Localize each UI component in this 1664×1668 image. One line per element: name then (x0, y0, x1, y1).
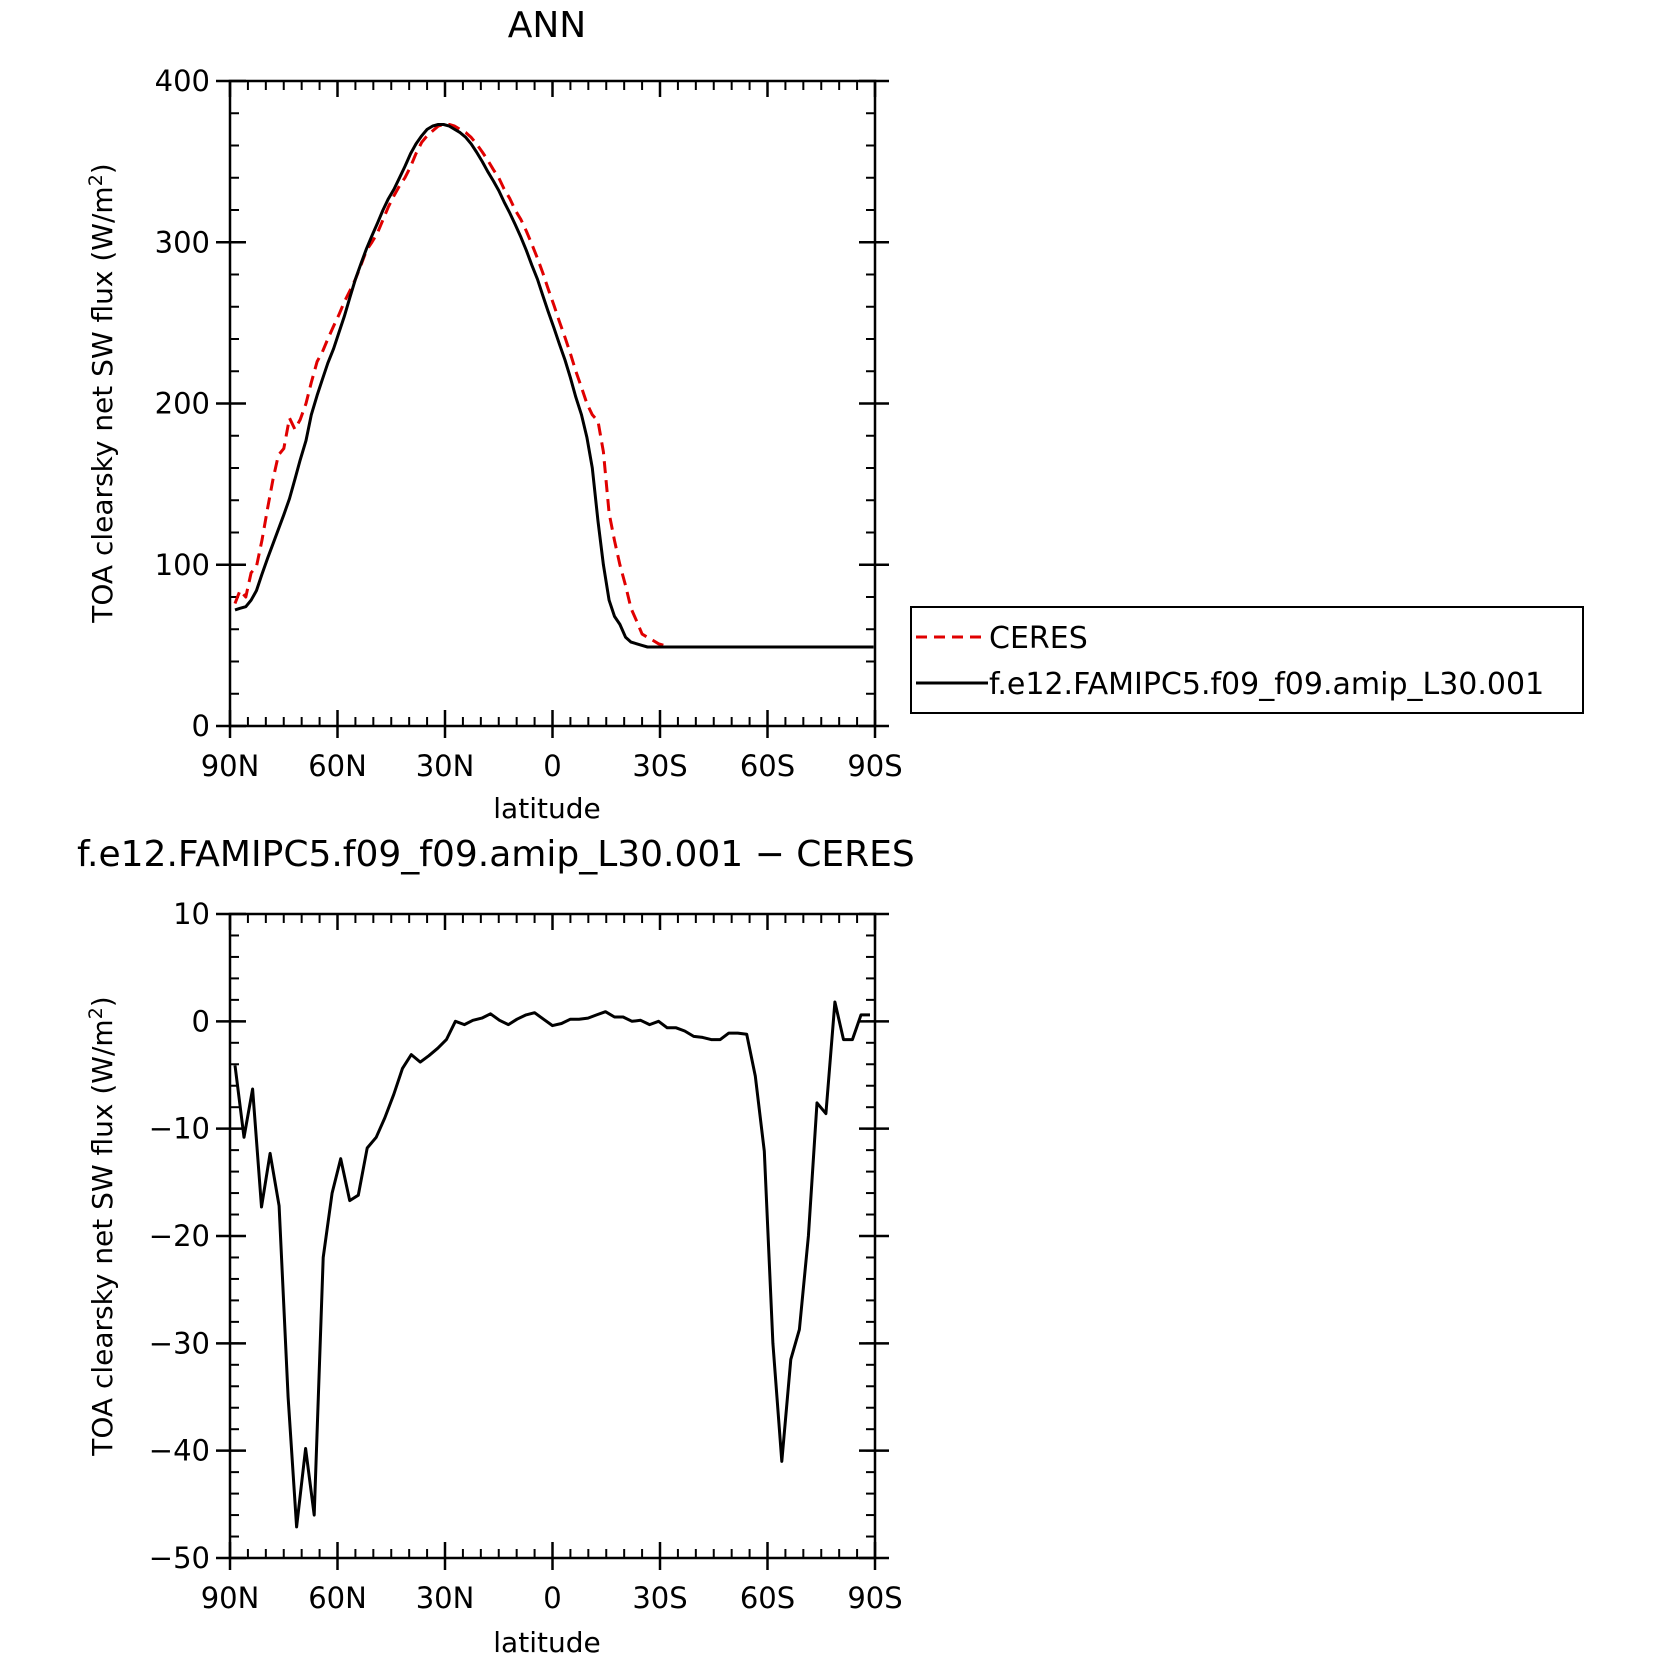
legend: CERES f.e12.FAMIPC5.f09_f09.amip_L30.001 (910, 606, 1584, 714)
panel1-x-tick-label: 60N (308, 749, 367, 783)
panel2-y-axis-label-close: ) (86, 996, 119, 1007)
panel2-y-tick-label: −40 (149, 1434, 210, 1468)
panel-annual-mean: ANN 90N 60N 30N 0 30S 60S 90S 0 100 200 300 400 lat… (85, 5, 1584, 825)
panel1-y-tick-label: 200 (155, 387, 210, 421)
panel2-y-tick-label: −50 (149, 1541, 210, 1575)
panel1-title: ANN (508, 5, 587, 46)
panel-difference: f.e12.FAMIPC5.f09_f09.amip_L30.001 − CER… (77, 834, 915, 1659)
panel2-x-tick-label: 0 (543, 1581, 561, 1615)
panel2-x-tick-label: 90S (847, 1581, 902, 1615)
legend-entry-model: f.e12.FAMIPC5.f09_f09.amip_L30.001 (989, 667, 1544, 702)
panel2-y-axis-label: TOA clearsky net SW flux (W/m2) (85, 996, 119, 1456)
panel1-y-axis-label-close: ) (86, 163, 119, 174)
panel1-x-tick-label: 90N (201, 749, 260, 783)
panel2-x-tick-label: 30N (416, 1581, 475, 1615)
legend-box (910, 606, 1584, 714)
panel1-y-axis-label: TOA clearsky net SW flux (W/m2) (85, 163, 119, 623)
panel2-y-tick-label: −30 (149, 1326, 210, 1360)
panel2-y-axis-label-main: TOA clearsky net SW flux (W/m (86, 1019, 119, 1456)
panel2-axes: 90N 60N 30N 0 30S 60S 90S −50 −40 −30 −20 −10 0 10 (149, 897, 903, 1615)
panel1-x-tick-label: 30N (416, 749, 475, 783)
panel1-series (233, 123, 874, 649)
panel2-y-tick-label: −20 (149, 1219, 210, 1253)
panel1-y-tick-label: 300 (155, 225, 210, 259)
panel2-y-tick-label: 10 (173, 897, 210, 931)
panel2-title: f.e12.FAMIPC5.f09_f09.amip_L30.001 − CER… (77, 834, 915, 875)
panel1-y-tick-label: 0 (192, 709, 210, 743)
panel1-y-tick-label: 100 (155, 548, 210, 582)
panel1-x-tick-label: 30S (632, 749, 687, 783)
panel1-axes: 90N 60N 30N 0 30S 60S 90S 0 100 200 300 400 (155, 64, 903, 783)
panel2-y-tick-label: 0 (192, 1004, 210, 1038)
panel1-series-line-0 (233, 123, 874, 649)
panel1-y-axis-label-main: TOA clearsky net SW flux (W/m (86, 186, 119, 623)
panel1-y-axis-label-sup: 2 (85, 174, 107, 186)
panel2-x-tick-label: 90N (201, 1581, 260, 1615)
panel1-series-line-1 (234, 123, 874, 649)
panel2-y-tick-label: −10 (149, 1112, 210, 1146)
panel2-y-axis-label-sup: 2 (85, 1007, 107, 1019)
panel1-x-tick-label: 90S (847, 749, 902, 783)
panel2-x-axis-label: latitude (493, 1626, 600, 1659)
panel1-y-tick-label: 400 (155, 64, 210, 98)
panel1-plot-frame (228, 79, 877, 728)
panel2-series-line-0 (233, 1000, 870, 1529)
panel2-x-tick-label: 60N (308, 1581, 367, 1615)
panel2-x-tick-label: 30S (632, 1581, 687, 1615)
panel1-x-tick-label: 60S (740, 749, 795, 783)
panel2-series (233, 1000, 870, 1529)
panel1-x-tick-label: 0 (543, 749, 561, 783)
panel2-x-tick-label: 60S (740, 1581, 795, 1615)
panel1-x-axis-label: latitude (493, 792, 600, 825)
legend-entry-ceres: CERES (989, 621, 1088, 656)
